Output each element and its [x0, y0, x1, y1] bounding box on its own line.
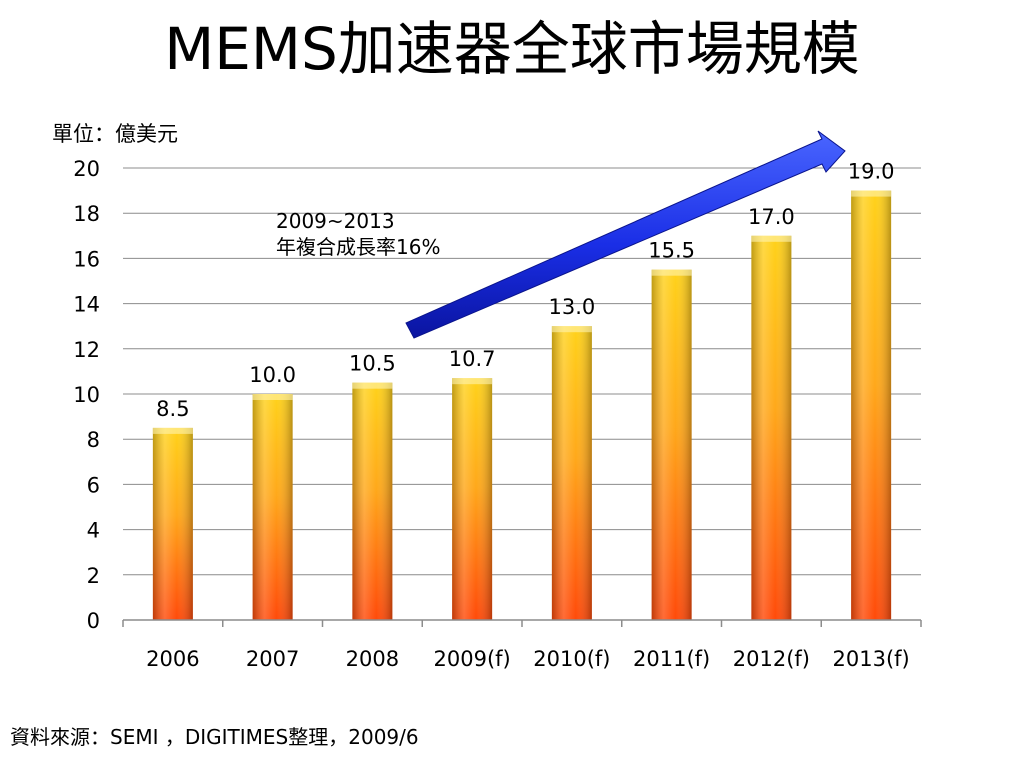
x-tick-label: 2009(f): [434, 647, 511, 671]
y-tick-label: 20: [73, 157, 100, 181]
x-tick-label: 2013(f): [833, 647, 910, 671]
y-tick-label: 12: [73, 338, 100, 362]
bar: [352, 382, 393, 620]
bar: [751, 235, 792, 621]
bar-value-label: 10.5: [349, 352, 396, 376]
bar-value-label: 15.5: [648, 239, 695, 263]
unit-label: 單位：億美元: [52, 122, 178, 146]
annotation-period: 2009~2013: [276, 209, 395, 233]
bar-value-label: 19.0: [848, 160, 895, 184]
annotation-cagr: 年複合成長率16%: [276, 235, 441, 259]
x-tick-label: 2006: [146, 647, 199, 671]
bar: [152, 427, 193, 620]
bar: [252, 394, 293, 620]
bar: [551, 326, 592, 620]
growth-annotation: 2009~2013 年複合成長率16%: [276, 208, 440, 260]
x-tick-label: 2008: [346, 647, 399, 671]
y-tick-label: 14: [73, 293, 100, 317]
y-tick-label: 0: [87, 609, 100, 633]
x-tick-label: 2012(f): [733, 647, 810, 671]
y-tick-label: 6: [87, 473, 100, 497]
x-tick-label: 2011(f): [633, 647, 710, 671]
chart-title: MEMS加速器全球市場規模: [164, 15, 860, 83]
y-tick-label: 2: [87, 564, 100, 588]
x-tick-label: 2010(f): [533, 647, 610, 671]
x-tick-label: 2007: [246, 647, 299, 671]
bar-value-label: 10.7: [449, 347, 496, 371]
bar-value-label: 10.0: [249, 363, 296, 387]
y-tick-label: 18: [73, 202, 100, 226]
source-note: 資料來源：SEMI ，DIGITIMES整理，2009/6: [10, 725, 419, 749]
bar-value-label: 8.5: [156, 397, 189, 421]
y-tick-label: 4: [87, 519, 100, 543]
y-tick-label: 10: [73, 383, 100, 407]
y-tick-label: 8: [87, 428, 100, 452]
bar: [851, 190, 892, 620]
bar: [651, 269, 692, 620]
y-tick-label: 16: [73, 247, 100, 271]
bar-value-label: 17.0: [748, 205, 795, 229]
growth-arrow: [405, 130, 846, 339]
bar-value-label: 13.0: [548, 295, 595, 319]
bar: [452, 378, 493, 620]
